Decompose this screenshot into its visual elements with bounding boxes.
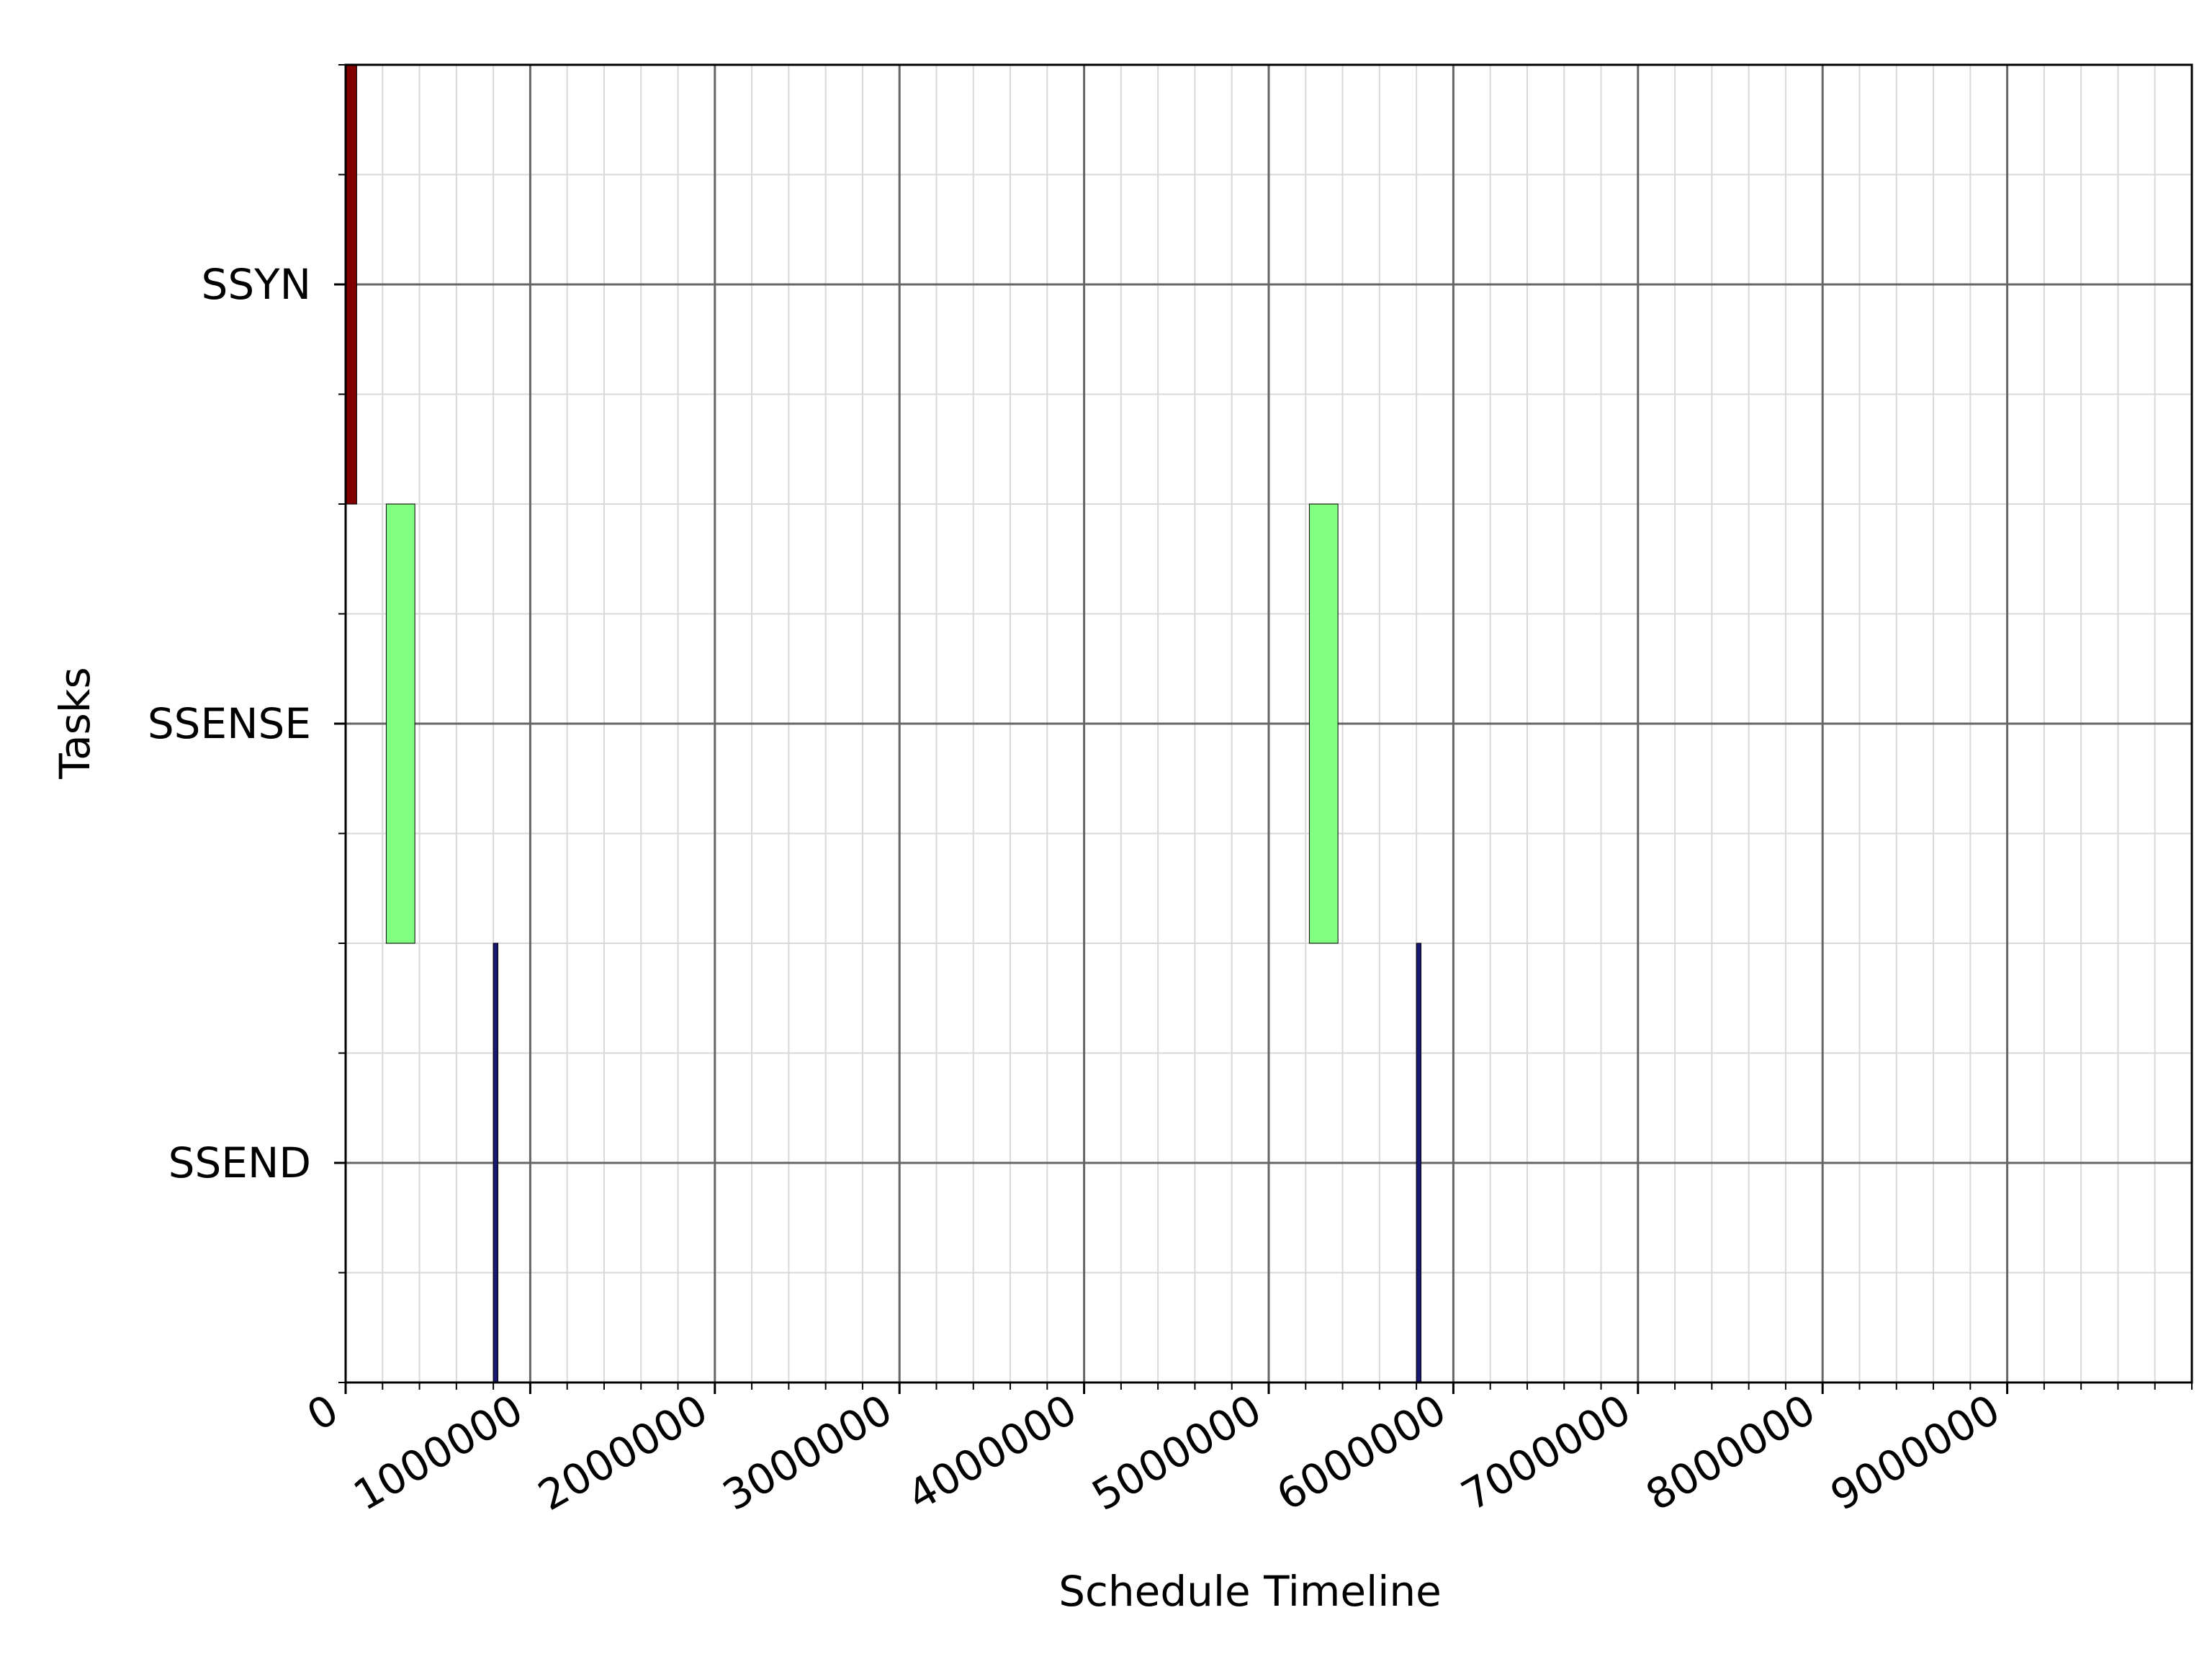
y-axis-title: Tasks [50,667,99,779]
task-bar [1308,503,1339,944]
y-tick-label: SSEND [168,1138,311,1187]
task-bar [385,503,415,944]
task-bars [345,64,1422,1383]
task-bar [1416,943,1422,1383]
y-axis-ticks: SSYN SSENSE SSEND [148,64,346,1383]
task-bar [493,943,499,1383]
y-tick-label: SSENSE [148,699,311,748]
y-tick-label: SSYN [202,260,311,309]
task-bar [345,64,357,505]
x-axis-title: Schedule Timeline [1058,1567,1442,1616]
major-grid [344,65,2192,1382]
